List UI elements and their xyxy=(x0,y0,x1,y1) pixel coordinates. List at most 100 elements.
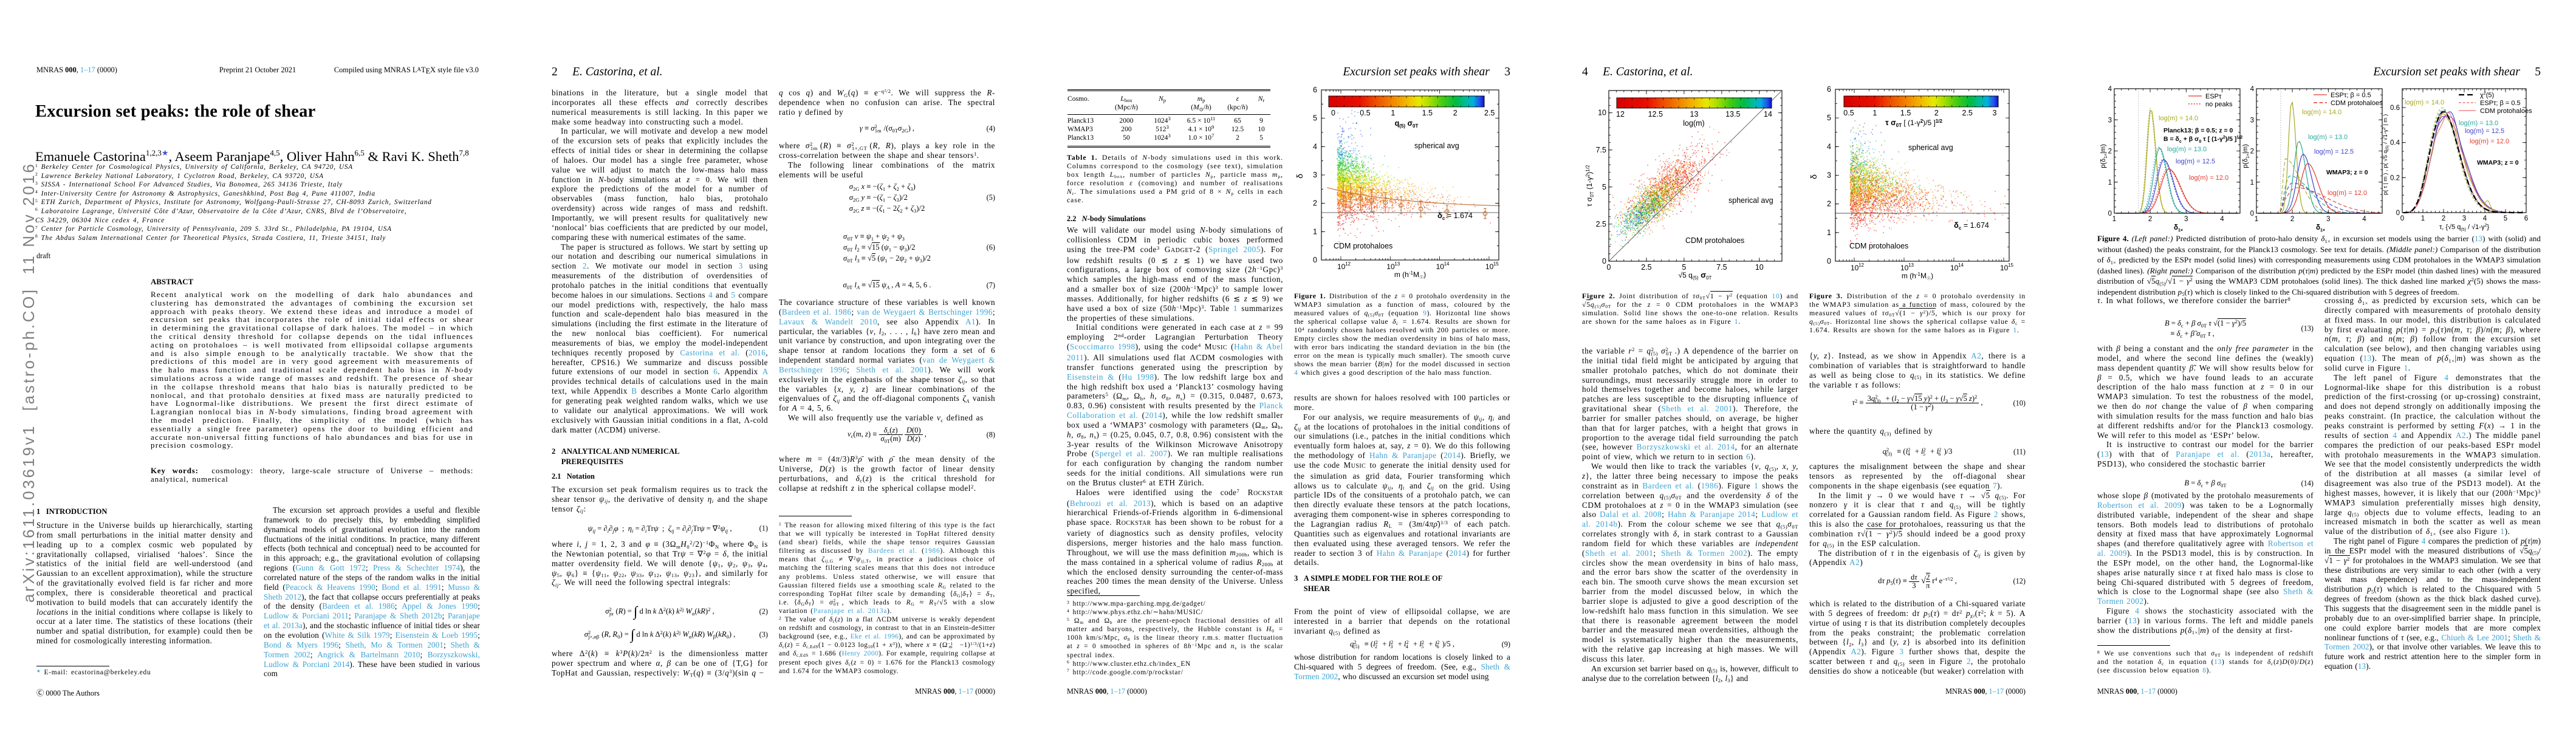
svg-text:log(m) = 12.5: log(m) = 12.5 xyxy=(2314,148,2354,156)
svg-text:15: 15 xyxy=(1493,261,1499,267)
svg-text:3: 3 xyxy=(1993,109,1997,117)
svg-text:τ σ0T [ (1-γ2)/5 ]1/2: τ σ0T [ (1-γ2)/5 ]1/2 xyxy=(1885,118,1942,128)
svg-text:0.5: 0.5 xyxy=(1843,109,1854,117)
svg-text:10: 10 xyxy=(1900,264,1909,272)
svg-text:τ, {√5 q(5) / √1-γ2}: τ, {√5 q(5) / √1-γ2} xyxy=(2439,224,2489,232)
svg-text:log(m) = 14.0: log(m) = 14.0 xyxy=(2302,109,2341,116)
svg-text:0: 0 xyxy=(1827,257,1831,265)
svg-text:0: 0 xyxy=(1607,263,1611,272)
svg-text:log(m) = 12.5: log(m) = 12.5 xyxy=(2465,128,2504,135)
svg-text:spherical avg: spherical avg xyxy=(1908,143,1953,152)
svg-text:0: 0 xyxy=(2400,215,2404,222)
svg-text:5: 5 xyxy=(2504,215,2507,222)
svg-text:2: 2 xyxy=(2108,148,2112,156)
svg-text:0: 0 xyxy=(2108,210,2112,217)
svg-text:log(m) = 14.0: log(m) = 14.0 xyxy=(2405,99,2444,106)
svg-text:log(m) = 13.0: log(m) = 13.0 xyxy=(2459,120,2498,127)
svg-text:5: 5 xyxy=(1313,114,1317,123)
svg-text:m (h-1M☉): m (h-1M☉) xyxy=(1902,272,1933,281)
svg-text:2.5: 2.5 xyxy=(1641,263,1651,272)
svg-text:14: 14 xyxy=(1444,261,1450,267)
svg-text:2.5: 2.5 xyxy=(1596,220,1606,228)
svg-text:7.5: 7.5 xyxy=(1716,263,1727,272)
svg-text:1: 1 xyxy=(2255,216,2258,223)
svg-text:10: 10 xyxy=(1755,263,1764,272)
svg-text:10: 10 xyxy=(1337,262,1346,271)
svg-text:χ2(5): χ2(5) xyxy=(2480,92,2494,99)
svg-text:log(m) = 12.0: log(m) = 12.0 xyxy=(2470,138,2509,145)
svg-text:12.5: 12.5 xyxy=(1648,110,1663,118)
svg-text:1: 1 xyxy=(2108,179,2112,187)
svg-text:log(m) = 13.0: log(m) = 13.0 xyxy=(2308,134,2348,141)
svg-text:WMAP3; z = 0: WMAP3; z = 0 xyxy=(2326,169,2368,176)
svg-text:13.5: 13.5 xyxy=(1725,110,1740,118)
svg-text:10: 10 xyxy=(1851,264,1859,272)
svg-text:1: 1 xyxy=(2250,179,2254,187)
svg-text:p(δ1×|m): p(δ1×|m) xyxy=(2242,144,2250,168)
svg-text:spherical avg: spherical avg xyxy=(1414,142,1459,150)
svg-text:δ: δ xyxy=(1809,174,1818,179)
svg-text:0.4: 0.4 xyxy=(2390,140,2400,147)
svg-text:1: 1 xyxy=(1827,228,1831,237)
svg-text:4: 4 xyxy=(2362,216,2366,223)
svg-text:3: 3 xyxy=(1827,171,1831,179)
svg-text:3: 3 xyxy=(2326,216,2330,223)
svg-text:10: 10 xyxy=(1436,262,1445,271)
svg-text:ESPτ; β = 0.5: ESPτ; β = 0.5 xyxy=(2331,92,2371,99)
svg-text:0.2: 0.2 xyxy=(2390,174,2400,182)
svg-text:1: 1 xyxy=(1313,227,1317,236)
svg-text:0.6: 0.6 xyxy=(2390,104,2400,112)
svg-text:log(m) = 12.5: log(m) = 12.5 xyxy=(2176,158,2215,165)
svg-text:4: 4 xyxy=(2108,86,2112,93)
svg-text:q(5) σ0T: q(5) σ0T xyxy=(1395,119,1419,129)
svg-text:0: 0 xyxy=(1313,256,1317,264)
svg-text:1: 1 xyxy=(2112,216,2116,223)
svg-text:2: 2 xyxy=(2442,215,2445,222)
svg-text:4: 4 xyxy=(2250,86,2255,93)
svg-text:12: 12 xyxy=(1858,262,1864,268)
svg-text:p(δ1×|m): p(δ1×|m) xyxy=(2100,144,2108,168)
svg-text:6: 6 xyxy=(2524,215,2528,222)
svg-text:4: 4 xyxy=(2483,215,2487,222)
svg-text:Planck13; β = 0.5; z = 0: Planck13; β = 0.5; z = 0 xyxy=(2163,127,2233,134)
svg-text:CDM protohaloes: CDM protohaloes xyxy=(2331,100,2383,107)
svg-text:log(m): log(m) xyxy=(1683,119,1704,128)
svg-text:10: 10 xyxy=(1950,264,1959,272)
svg-text:δ: δ xyxy=(1295,174,1304,179)
svg-text:no peaks: no peaks xyxy=(2205,101,2233,108)
svg-text:13: 13 xyxy=(1908,262,1914,268)
svg-text:0: 0 xyxy=(1602,257,1606,265)
svg-text:ESPτ: ESPτ xyxy=(2205,93,2222,100)
svg-text:13: 13 xyxy=(1394,261,1400,267)
svg-text:spherical avg: spherical avg xyxy=(1728,196,1773,205)
svg-text:0: 0 xyxy=(2396,210,2400,217)
svg-text:CDM protohaloes: CDM protohaloes xyxy=(1334,242,1392,250)
svg-text:2: 2 xyxy=(2250,148,2254,156)
svg-text:5: 5 xyxy=(1682,263,1686,272)
svg-text:log(m) = 13.0: log(m) = 13.0 xyxy=(2167,146,2207,153)
svg-text:p( τ | m ) , p( √5 q(5) / √1-γ: p( τ | m ) , p( √5 q(5) / √1-γ2 | m ) xyxy=(2382,114,2389,195)
svg-text:10: 10 xyxy=(1598,109,1606,117)
svg-text:3: 3 xyxy=(2184,216,2188,223)
svg-text:3: 3 xyxy=(1313,171,1317,179)
svg-text:√5 q(5) σ0T: √5 q(5) σ0T xyxy=(1679,270,1712,281)
svg-text:3: 3 xyxy=(2108,117,2112,124)
svg-text:δc = 1.674: δc = 1.674 xyxy=(1954,221,1989,231)
svg-text:7.5: 7.5 xyxy=(1596,146,1606,154)
svg-text:1: 1 xyxy=(1391,109,1395,117)
svg-text:0: 0 xyxy=(2250,210,2254,217)
svg-text:3: 3 xyxy=(2462,215,2466,222)
svg-text:δ1×: δ1× xyxy=(2316,224,2325,233)
svg-text:B = δc + β σ0 τ [ (1-γ2)/5 ]1/: B = δc + β σ0 τ [ (1-γ2)/5 ]1/2 xyxy=(2163,135,2242,144)
svg-text:10: 10 xyxy=(1485,262,1494,271)
svg-text:4: 4 xyxy=(2220,216,2224,223)
svg-text:2: 2 xyxy=(2148,216,2152,223)
svg-text:12: 12 xyxy=(1616,110,1625,118)
svg-text:5: 5 xyxy=(1602,183,1606,191)
svg-text:CDM protohaloes: CDM protohaloes xyxy=(2480,108,2532,115)
svg-text:13: 13 xyxy=(1690,110,1699,118)
svg-text:ESPτ; β = 0.5: ESPτ; β = 0.5 xyxy=(2480,100,2521,107)
svg-text:0: 0 xyxy=(1331,109,1335,117)
svg-text:1: 1 xyxy=(1872,109,1877,117)
svg-text:τ σ0T (1-γ2)1/2: τ σ0T (1-γ2)1/2 xyxy=(1585,165,1595,207)
